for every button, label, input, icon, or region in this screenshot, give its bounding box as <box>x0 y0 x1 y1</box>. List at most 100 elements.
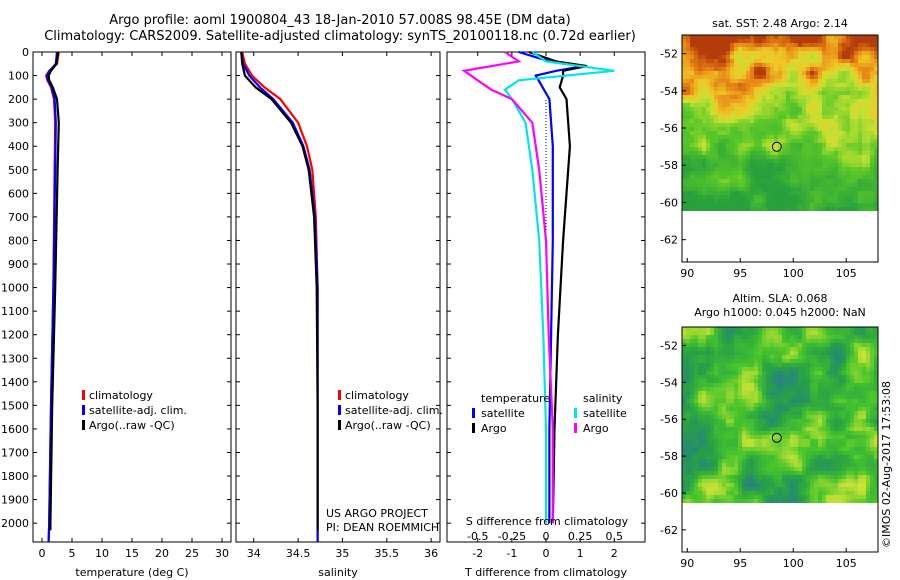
map-cell <box>842 375 846 379</box>
map-cell <box>858 351 862 355</box>
map-cell <box>866 479 870 483</box>
map-cell <box>794 411 798 415</box>
map-cell <box>786 179 790 183</box>
map-cell <box>738 39 742 43</box>
map-cell <box>734 399 738 403</box>
map-cell <box>774 123 778 127</box>
map-cell <box>718 335 722 339</box>
map-cell <box>686 139 690 143</box>
map-cell <box>742 59 746 63</box>
map-cell <box>854 155 858 159</box>
map-cell <box>778 335 782 339</box>
map-cell <box>846 483 850 487</box>
map-cell <box>818 475 822 479</box>
map-cell <box>818 123 822 127</box>
pi-annotation: PI: DEAN ROEMMICH <box>326 521 439 534</box>
map-cell <box>830 147 834 151</box>
map-cell <box>798 495 802 499</box>
map-cell <box>838 91 842 95</box>
map-cell <box>786 347 790 351</box>
map-cell <box>722 127 726 131</box>
map-cell <box>814 383 818 387</box>
map-cell <box>858 87 862 91</box>
map-cell <box>742 199 746 203</box>
map-cell <box>770 411 774 415</box>
map-cell <box>802 191 806 195</box>
map-cell <box>818 423 822 427</box>
map-cell <box>738 151 742 155</box>
map-cell <box>794 339 798 343</box>
map-cell <box>726 459 730 463</box>
map-cell <box>702 367 706 371</box>
map-cell <box>722 355 726 359</box>
map-cell <box>726 91 730 95</box>
map-cell <box>734 439 738 443</box>
map-cell <box>694 119 698 123</box>
map-cell <box>698 399 702 403</box>
map-cell <box>690 387 694 391</box>
map-cell <box>838 403 842 407</box>
map-cell <box>774 475 778 479</box>
map-cell <box>834 343 838 347</box>
map-cell <box>866 483 870 487</box>
map-cell <box>854 351 858 355</box>
map-cell <box>870 147 874 151</box>
map-cell <box>854 83 858 87</box>
map-cell <box>806 419 810 423</box>
map-cell <box>774 51 778 55</box>
map-cell <box>702 71 706 75</box>
map-cell <box>770 463 774 467</box>
map-cell <box>778 83 782 87</box>
map-cell <box>746 191 750 195</box>
map-cell <box>706 147 710 151</box>
map-cell <box>826 407 830 411</box>
map-cell <box>750 139 754 143</box>
map-cell <box>810 91 814 95</box>
map-cell <box>782 75 786 79</box>
map-cell <box>858 347 862 351</box>
map-cell <box>754 155 758 159</box>
map-cell <box>870 91 874 95</box>
map-cell <box>798 427 802 431</box>
map-cell <box>686 91 690 95</box>
map-cell <box>726 131 730 135</box>
map-cell <box>850 155 854 159</box>
map-cell <box>682 391 686 395</box>
map-cell <box>778 163 782 167</box>
map-cell <box>734 91 738 95</box>
map-cell <box>694 359 698 363</box>
map-cell <box>710 455 714 459</box>
map-cell <box>682 347 686 351</box>
map-cell <box>842 367 846 371</box>
map-cell <box>806 367 810 371</box>
map-cell <box>830 471 834 475</box>
map-cell <box>730 87 734 91</box>
map-cell <box>862 363 866 367</box>
map-cell <box>854 131 858 135</box>
map-cell <box>694 471 698 475</box>
map-cell <box>730 139 734 143</box>
map-cell <box>790 51 794 55</box>
map-cell <box>726 135 730 139</box>
map-cell <box>682 411 686 415</box>
map-cell <box>782 79 786 83</box>
legend-label: Argo <box>583 422 609 435</box>
map-cell <box>802 387 806 391</box>
map-cell <box>830 135 834 139</box>
map-cell <box>826 331 830 335</box>
legend-label: satellite-adj. clim. <box>89 404 187 417</box>
map-cell <box>862 327 866 331</box>
map-cell <box>830 83 834 87</box>
map-cell <box>866 83 870 87</box>
map-cell <box>870 403 874 407</box>
map-cell <box>866 335 870 339</box>
map-cell <box>830 387 834 391</box>
map-cell <box>794 371 798 375</box>
map-cell <box>762 491 766 495</box>
map-cell <box>818 159 822 163</box>
map-cell <box>782 123 786 127</box>
map-cell <box>750 359 754 363</box>
map-cell <box>694 415 698 419</box>
map-cell <box>770 39 774 43</box>
map-cell <box>838 159 842 163</box>
